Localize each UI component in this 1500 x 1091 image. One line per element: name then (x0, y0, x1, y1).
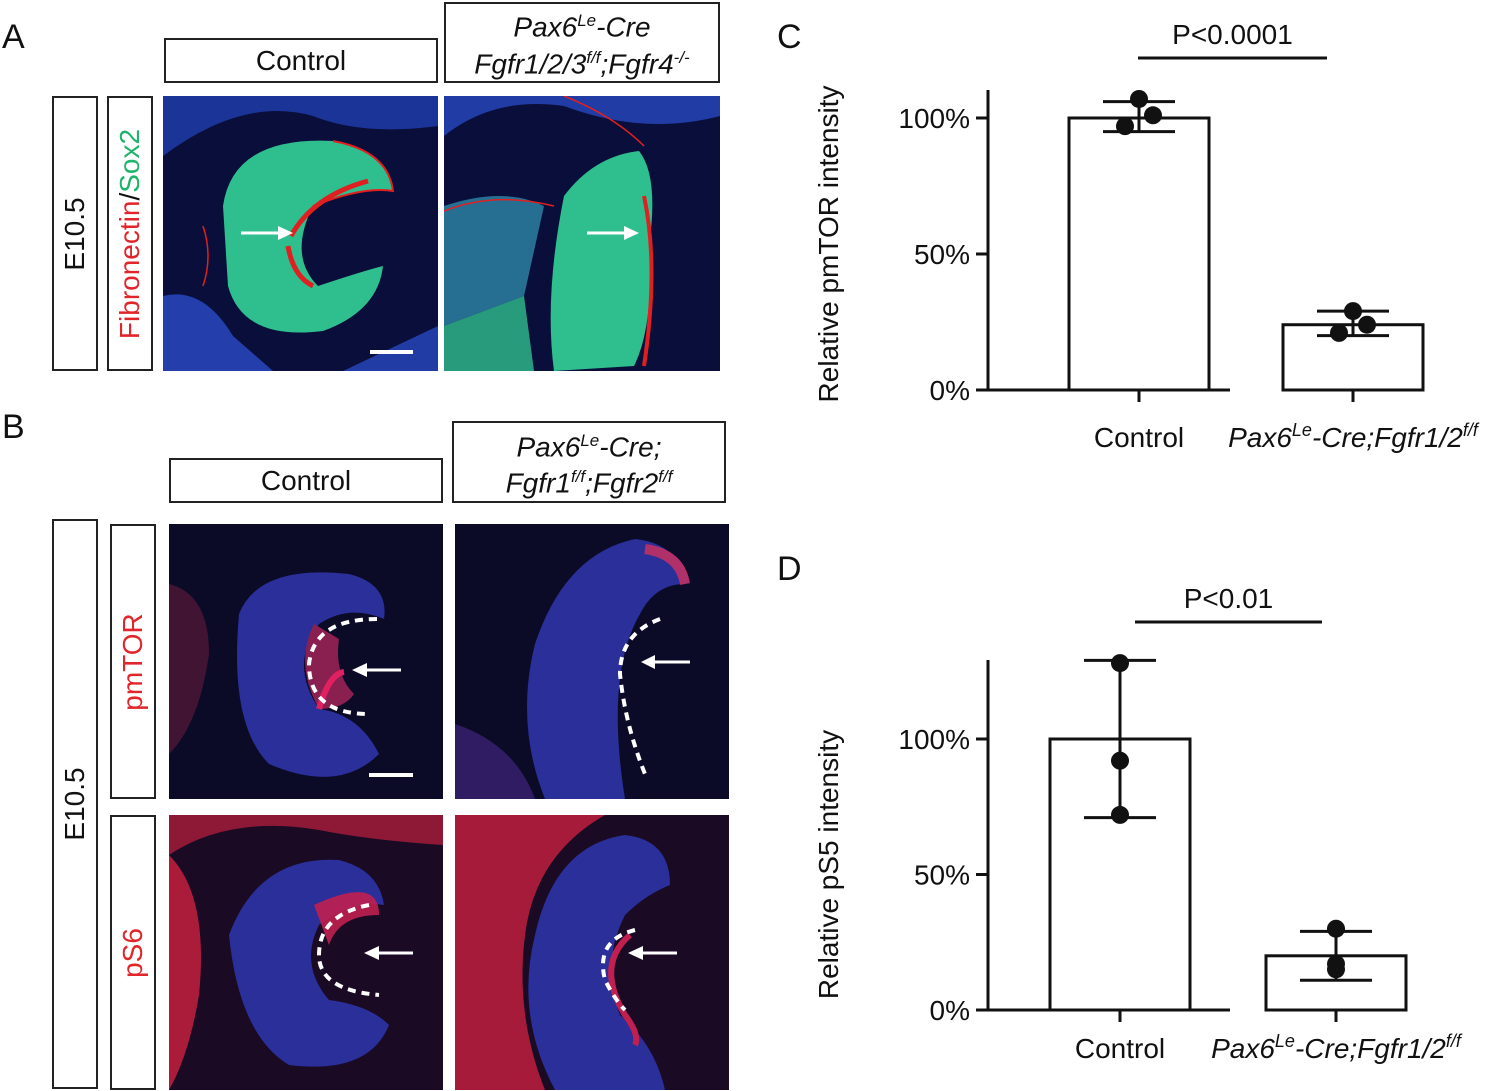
chart-c: 0% 50% 100% Relative pmTOR intensity P<0.000… (813, 19, 1480, 453)
panel-b-row2-label: pS6 (117, 927, 148, 978)
panel-a-stain-label: Fibronectin/Sox2 (114, 128, 145, 339)
panel-a-control-image (163, 96, 438, 371)
data-point (1330, 323, 1348, 342)
y-tick-label: 100% (898, 103, 970, 134)
chart-d: 0% 50% 100% Relative pS5 intensity P<0.01 Con… (813, 583, 1463, 1064)
panel-a-stain-label-box: Fibronectin/Sox2 (107, 96, 153, 371)
data-point (1327, 919, 1345, 938)
panel-b-pmtor-mutant-micrograph (455, 524, 729, 799)
category-label: Pax6Le-Cre;Fgfr1/2f/f (1211, 1031, 1463, 1064)
panel-a-mutant-label: Pax6Le-Cre Fgfr1/2/3f/f;Fgfr4-/- (474, 11, 690, 79)
y-tick-label: 100% (898, 724, 970, 755)
panel-b-pmtor-control-image (169, 524, 443, 799)
panel-b-row1-label: pmTOR (117, 612, 148, 711)
bar (1067, 116, 1211, 392)
panel-b-control-header: Control (169, 458, 443, 503)
panel-c-letter: C (777, 18, 802, 56)
data-point (1358, 315, 1376, 334)
data-point (1116, 117, 1134, 136)
panel-b-mutant-header: Pax6Le-Cre; Fgfr1f/f;Fgfr2f/f (452, 421, 726, 503)
y-tick-label: 0% (930, 995, 970, 1026)
y-tick-label: 50% (914, 860, 970, 891)
data-point (1111, 805, 1129, 824)
panel-a-letter: A (2, 18, 25, 56)
data-point (1344, 302, 1362, 321)
panel-b-control-label: Control (260, 464, 352, 496)
y-tick-label: 0% (930, 375, 970, 406)
panel-b-ps6-control-image (169, 815, 443, 1090)
category-label: Control (1094, 422, 1184, 453)
panel-a-control-header: Control (164, 38, 438, 83)
data-point (1111, 751, 1129, 770)
panel-a-stage-label-box: E10.5 (52, 96, 98, 371)
panel-d-letter: D (777, 550, 802, 588)
panel-b-stage-label-box: E10.5 (52, 519, 98, 1089)
panel-a-control-micrograph (163, 96, 438, 371)
panel-b-pmtor-control-micrograph (169, 524, 443, 799)
data-point (1111, 654, 1129, 673)
panel-b-ps6-mutant-micrograph (455, 815, 729, 1090)
panel-a-mutant-header: Pax6Le-Cre Fgfr1/2/3f/f;Fgfr4-/- (444, 2, 720, 83)
panel-b-pmtor-mutant-image (455, 524, 729, 799)
panel-b-row1-label-box: pmTOR (110, 524, 156, 799)
panel-b-mutant-label: Pax6Le-Cre; Fgfr1f/f;Fgfr2f/f (505, 430, 673, 499)
panel-a-mutant-image (444, 96, 720, 371)
panel-a-mutant-micrograph (444, 96, 720, 371)
panel-b-stage-label: E10.5 (59, 767, 90, 841)
category-label: Control (1075, 1033, 1165, 1064)
panel-b-ps6-mutant-image (455, 815, 729, 1090)
y-axis-label: Relative pS5 intensity (813, 730, 844, 999)
y-axis-label: Relative pmTOR intensity (813, 86, 844, 403)
data-point (1144, 106, 1162, 125)
significance-label: P<0.0001 (1172, 19, 1293, 50)
panel-b-row2-label-box: pS6 (110, 815, 156, 1090)
panel-a-control-label: Control (255, 44, 347, 76)
panel-a-stage-label: E10.5 (59, 196, 90, 271)
panel-b-ps6-control-micrograph (169, 815, 443, 1090)
data-point (1130, 89, 1148, 108)
category-label: Pax6Le-Cre;Fgfr1/2f/f (1228, 420, 1480, 453)
y-tick-label: 50% (914, 239, 970, 270)
data-point (1327, 954, 1345, 973)
significance-label: P<0.01 (1184, 583, 1274, 614)
panel-b-letter: B (2, 408, 25, 446)
